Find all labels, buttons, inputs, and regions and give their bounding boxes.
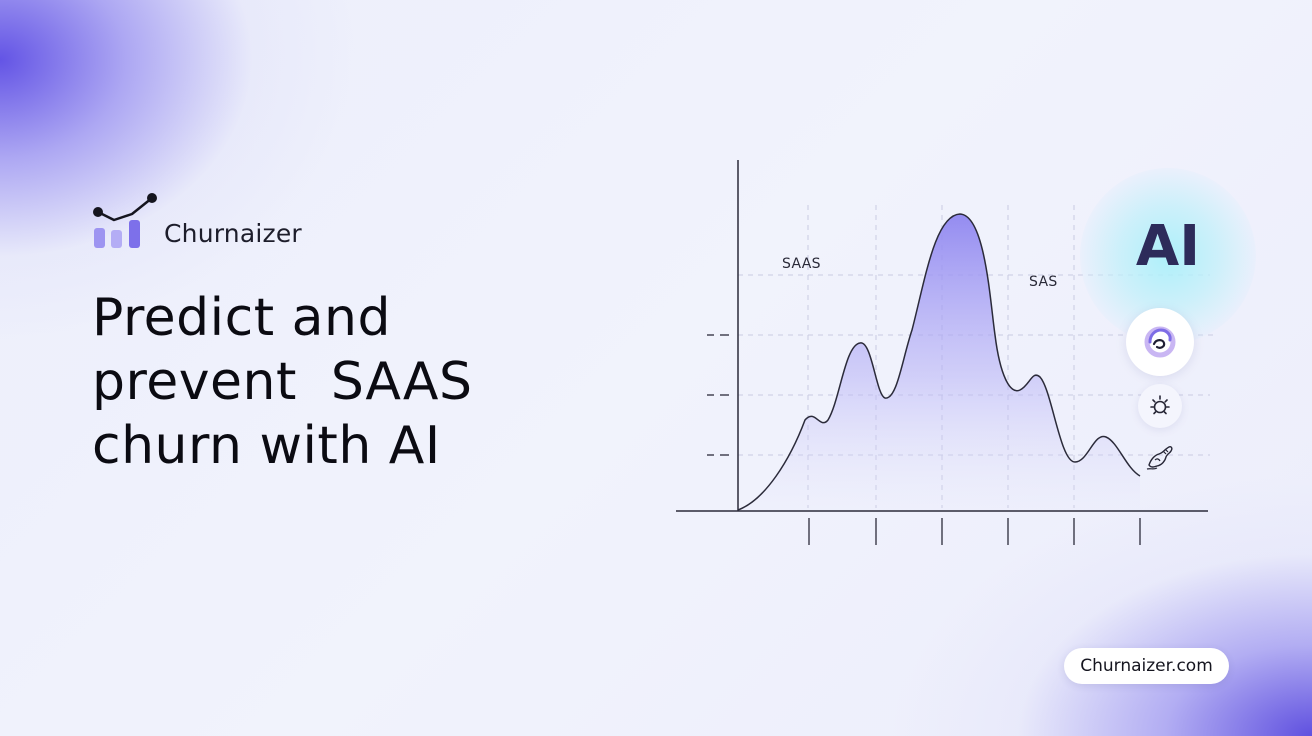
sun-icon	[1150, 395, 1170, 415]
churn-curve-area	[738, 214, 1140, 510]
chart-label-left: SAAS	[782, 256, 821, 272]
swirl-icon	[1144, 326, 1176, 358]
y-ticks	[707, 334, 729, 456]
brand-logo: Churnaizer	[92, 192, 302, 250]
swirl-icon-button	[1126, 308, 1194, 376]
headline-line: churn with AI	[92, 416, 441, 476]
headline-line: Predict and	[92, 288, 391, 348]
ai-badge: AI	[1135, 214, 1201, 279]
website-url-badge[interactable]: Churnaizer.com	[1064, 648, 1229, 684]
bar-chart-trend-icon	[93, 193, 157, 248]
churn-curve-line	[737, 213, 1141, 511]
x-ticks	[808, 518, 1141, 545]
sketch-icon-button	[1142, 440, 1178, 476]
page-title: Predict and prevent SAAS churn with AI	[92, 286, 472, 478]
chart-label-right: SAS	[1029, 274, 1058, 290]
headline-line: prevent SAAS	[92, 352, 473, 412]
sun-icon-button	[1138, 384, 1182, 428]
brand-name: Churnaizer	[164, 219, 302, 248]
sketch-bird-icon	[1146, 446, 1173, 470]
